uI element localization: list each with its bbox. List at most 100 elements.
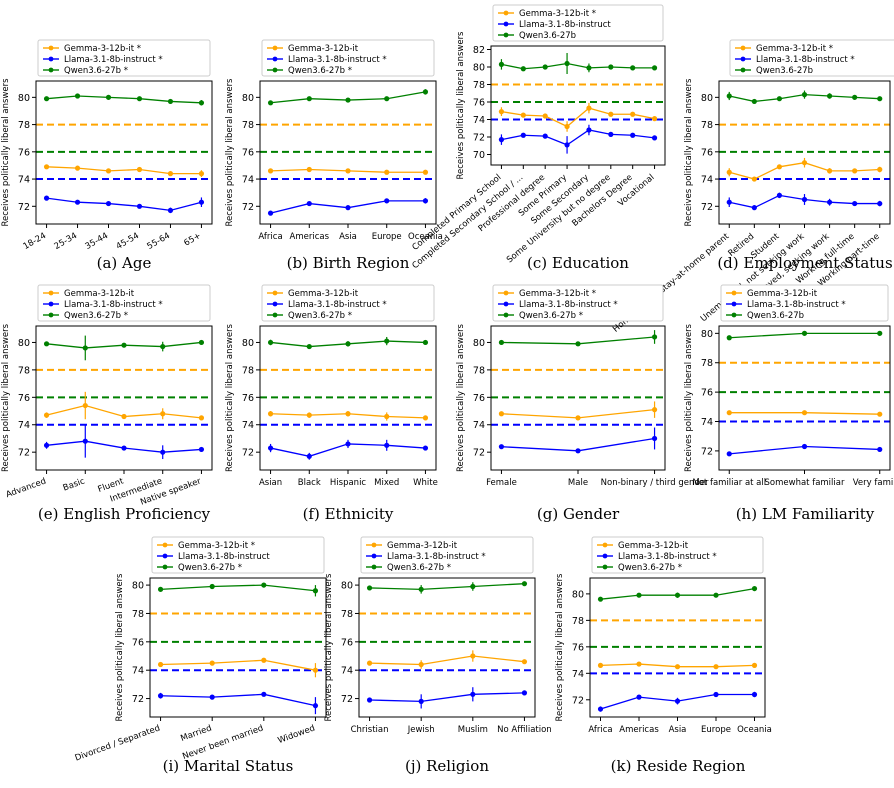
x-tick-label: Europe [701,725,731,735]
y-tick-label: 78 [473,365,485,376]
y-axis-label: Receives politically liberal answers [1,78,11,227]
data-point [384,96,390,102]
legend-marker [272,56,278,62]
data-point [136,96,143,102]
data-point [636,694,642,700]
data-point [520,132,526,138]
series-line [501,129,655,146]
data-point [198,415,205,421]
data-point [306,200,312,207]
panel-caption: (i) Marital Status [163,757,294,775]
data-point [521,659,528,665]
data-point [261,691,267,697]
panel-caption: (e) English Proficiency [38,505,211,523]
data-point [826,168,833,174]
legend-marker [740,45,746,51]
legend-label: Llama-3.1-8b-instruct * [747,300,846,310]
data-point [209,660,215,666]
legend-marker [162,553,168,559]
data-point [751,205,757,211]
y-tick-label: 74 [18,175,30,186]
legend-marker [48,312,54,318]
data-point [586,127,592,133]
data-point [209,694,215,700]
legend-label: Llama-3.1-8b-instruct [519,20,611,30]
data-point [105,168,112,174]
data-point [877,200,883,207]
data-point [877,96,883,102]
data-point [586,65,592,71]
x-tick-label: Asia [669,725,687,735]
data-point [826,93,833,99]
data-point [542,113,548,119]
panel-caption: (b) Birth Region [287,254,410,272]
data-point [630,111,636,117]
y-tick-label: 80 [473,63,485,74]
data-point [306,166,312,173]
x-tick-label: Male [568,478,588,488]
data-point [542,133,548,139]
legend-label: Qwen3.6-27b * [618,563,682,573]
data-point [852,200,858,207]
data-point [564,123,570,130]
y-axis-label: Receives politically liberal answers [555,573,565,722]
data-point [105,200,112,207]
data-point [564,60,570,67]
data-point [726,93,732,99]
chart-panel: 72 74 76 78 80 Female Male Non-binary / third g… [456,284,709,523]
y-tick-label: 74 [18,420,30,431]
x-tick-label: Jewish [407,725,435,735]
data-point [167,98,174,105]
y-tick-label: 74 [701,417,713,428]
data-point [751,98,757,105]
data-point [751,176,757,182]
y-tick-label: 76 [473,393,485,404]
y-tick-label: 74 [341,666,353,677]
y-tick-label: 80 [473,338,485,349]
data-point [267,100,274,106]
y-tick-label: 78 [701,120,713,131]
panel-caption: (j) Religion [405,757,489,775]
x-tick-label: 55-64 [146,231,172,252]
data-point [597,662,604,668]
y-tick-label: 80 [242,338,254,349]
data-point [198,339,205,346]
data-point [43,164,50,170]
y-tick-label: 78 [242,365,254,376]
data-point [651,334,658,340]
data-point [384,442,390,448]
data-point [608,64,614,70]
legend-marker [371,564,377,570]
plot-frame [35,80,213,225]
data-point [608,111,614,117]
y-axis-label: Receives politically liberal answers [225,323,235,472]
data-point [306,453,312,459]
data-point [852,94,858,100]
data-point [520,66,526,72]
data-point [877,411,883,417]
data-point [651,135,658,141]
legend-marker [48,56,54,62]
x-tick-label: Americas [619,725,659,735]
y-tick-label: 72 [572,695,584,706]
legend-box [729,39,894,77]
data-point [852,168,858,174]
legend-label: Llama-3.1-8b-instruct * [519,300,618,310]
chart-panel: 72 74 76 78 80 Africa Americas Asia Europe Oceani… [225,39,443,272]
x-tick-label: Muslim [458,725,488,735]
series-line [501,62,655,70]
data-point [167,171,174,177]
legend-marker [371,542,377,548]
data-point [636,661,642,667]
data-point [384,169,390,175]
data-point [267,445,274,451]
legend-box [591,536,764,574]
data-point [43,341,50,347]
data-point [651,116,658,122]
y-tick-label: 72 [473,133,485,144]
data-point [306,412,312,418]
x-tick-label: Widowed [277,723,317,746]
legend-marker [503,10,509,16]
data-point [366,697,373,703]
